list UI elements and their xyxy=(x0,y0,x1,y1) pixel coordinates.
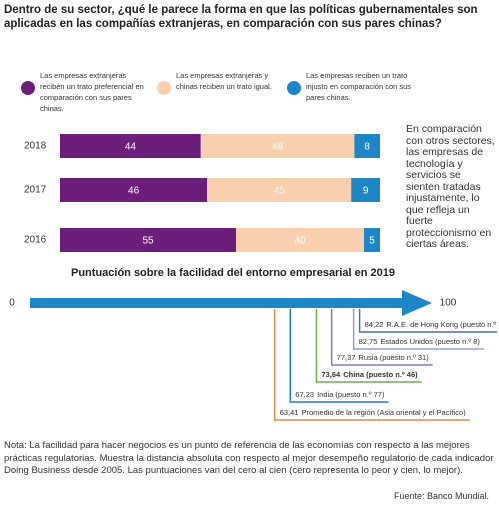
category-label: Estados Unidos (puesto n.º 8) xyxy=(380,337,480,346)
data-label: 45 xyxy=(274,186,286,197)
scale-arrow xyxy=(30,290,432,316)
bar-segment xyxy=(354,134,380,158)
category-label: China (puesto n.º 46) xyxy=(343,370,418,379)
data-label: 9 xyxy=(363,186,369,197)
leader-line xyxy=(273,309,470,421)
leader-line xyxy=(358,309,497,333)
leader-line xyxy=(315,309,422,383)
leader-line xyxy=(289,309,389,403)
bar-segment xyxy=(364,228,380,252)
bar-segment xyxy=(351,178,380,202)
data-label: 5 xyxy=(369,236,375,247)
leader-line xyxy=(330,309,433,366)
y-tick-label: 2016 xyxy=(24,235,47,246)
category-label: Rusia (puesto n.º 31) xyxy=(358,353,429,362)
data-label: 67,23 xyxy=(295,390,314,399)
data-label: 63,41 xyxy=(280,408,299,417)
data-label: 82,75 xyxy=(359,337,378,346)
chart-title: Puntuación sobre la facilidad del entorn… xyxy=(71,267,395,279)
legend-swatch xyxy=(287,81,301,95)
bar-segment xyxy=(60,178,208,202)
category-label: India (puesto n.º 77) xyxy=(317,390,385,399)
x-tick-label: 0 xyxy=(9,298,15,309)
chart-title: Dentro de su sector, ¿qué le parece la f… xyxy=(4,4,478,30)
category-label: R.A.E. de Hong Kong (puesto n.º 4) xyxy=(386,320,499,329)
legend-swatch xyxy=(157,81,171,95)
data-label: 8 xyxy=(364,142,370,153)
bar-segment xyxy=(200,134,355,158)
data-label: 48 xyxy=(272,142,284,153)
leader-line xyxy=(352,309,484,350)
data-label: 40 xyxy=(294,236,306,247)
y-tick-label: 2017 xyxy=(24,185,47,196)
legend-label: Las empresas extranjeras reciben un trat… xyxy=(40,71,144,113)
y-tick-label: 2018 xyxy=(24,141,47,152)
bar-segment xyxy=(207,178,352,202)
source: Fuente: Banco Mundial. xyxy=(393,491,489,501)
data-label: 55 xyxy=(142,236,154,247)
bar-segment xyxy=(60,134,201,158)
legend-swatch xyxy=(21,81,35,95)
legend-label: Las empresas reciben un trato injusto en… xyxy=(306,71,412,102)
category-label: Promedio de la región (Asia oriental y e… xyxy=(301,408,466,417)
data-label: 44 xyxy=(125,142,137,153)
data-label: 84,22 xyxy=(365,320,384,329)
data-label: 77,37 xyxy=(337,353,356,362)
data-label: 46 xyxy=(128,186,140,197)
bar-segment xyxy=(60,228,236,252)
bar-segment xyxy=(236,228,364,252)
legend-label: Las empresas extranjeras y chinas recibe… xyxy=(176,71,272,91)
x-tick-label: 100 xyxy=(440,298,457,309)
note: Nota: La facilidad para hacer negocios e… xyxy=(4,440,494,476)
annotation: En comparación con otros sectores, las e… xyxy=(406,123,495,250)
data-label: 73,64 xyxy=(321,370,341,379)
